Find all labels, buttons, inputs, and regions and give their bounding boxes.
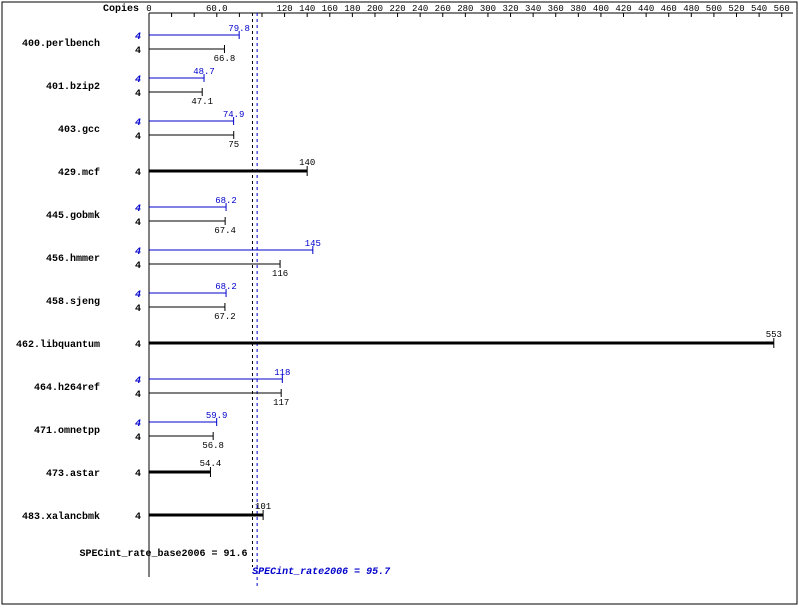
base-value: 54.4 (200, 459, 222, 469)
base-value: 117 (273, 398, 289, 408)
benchmark-name: 403.gcc (58, 125, 100, 136)
x-tick-label: 60.0 (206, 4, 228, 14)
x-tick-label: 520 (728, 4, 744, 14)
x-tick-label: 280 (457, 4, 473, 14)
benchmark-name: 464.h264ref (34, 382, 100, 394)
copies-base: 4 (135, 433, 141, 444)
copies-peak: 4 (135, 247, 141, 258)
chart-frame (2, 2, 797, 604)
copies-base: 4 (135, 168, 141, 179)
base-value: 140 (299, 158, 315, 168)
x-tick-label: 500 (706, 4, 722, 14)
copies-peak: 4 (135, 290, 141, 301)
peak-value: 118 (274, 368, 290, 378)
copies-base: 4 (135, 469, 141, 480)
x-tick-label: 200 (367, 4, 383, 14)
base-value: 553 (766, 330, 782, 340)
x-tick-label: 400 (593, 4, 609, 14)
copies-peak: 4 (135, 419, 141, 430)
x-tick-label: 320 (502, 4, 518, 14)
copies-base: 4 (135, 390, 141, 401)
base-value: 101 (255, 502, 271, 512)
x-tick-label: 380 (570, 4, 586, 14)
spec-chart: 0 60.0 120 140 160 180 200 220 240 260 280 300 320 34… (0, 0, 799, 606)
x-tick-label: 240 (412, 4, 428, 14)
peak-value: 145 (305, 239, 321, 249)
copies-base: 4 (135, 89, 141, 100)
x-tick-label: 540 (751, 4, 767, 14)
benchmark-name: 471.omnetpp (34, 426, 100, 437)
base-value: 66.8 (214, 54, 236, 64)
copies-base: 4 (135, 218, 141, 229)
x-tick-label: 480 (683, 4, 699, 14)
chart-svg: 0 60.0 120 140 160 180 200 220 240 260 280 300 320 34… (0, 0, 799, 606)
peak-value: 59.9 (206, 411, 228, 421)
benchmark-name: 458.sjeng (46, 296, 100, 308)
benchmark-name: 400.perlbench (22, 38, 100, 50)
copies-base: 4 (135, 132, 141, 143)
copies-base: 4 (135, 46, 141, 57)
x-tick-label: 420 (615, 4, 631, 14)
peak-value: 79.8 (228, 24, 250, 34)
x-tick-label: 0 (146, 4, 151, 14)
base-value: 75 (228, 140, 239, 150)
copies-base: 4 (135, 512, 141, 523)
benchmark-name: 401.bzip2 (46, 81, 100, 93)
copies-peak: 4 (135, 204, 141, 215)
benchmark-name: 456.hmmer (46, 253, 100, 265)
peak-value: 68.2 (215, 196, 237, 206)
copies-peak: 4 (135, 118, 141, 129)
benchmark-name: 473.astar (46, 469, 100, 480)
x-tick-label: 180 (344, 4, 360, 14)
peak-summary: SPECint_rate2006 = 95.7 (252, 566, 391, 578)
x-tick-label: 360 (548, 4, 564, 14)
base-value: 67.2 (214, 312, 236, 322)
copies-base: 4 (135, 340, 141, 351)
benchmark-name: 483.xalancbmk (22, 511, 100, 523)
copies-base: 4 (135, 304, 141, 315)
x-tick-label: 220 (389, 4, 405, 14)
x-tick-label: 440 (638, 4, 654, 14)
copies-peak: 4 (135, 376, 141, 387)
x-tick-label: 160 (322, 4, 338, 14)
peak-value: 68.2 (215, 282, 237, 292)
x-tick-label: 140 (299, 4, 315, 14)
base-value: 67.4 (214, 226, 236, 236)
copies-header: Copies (103, 3, 139, 15)
x-tick-label: 560 (774, 4, 790, 14)
x-tick-label: 460 (661, 4, 677, 14)
base-summary: SPECint_rate_base2006 = 91.6 (79, 548, 247, 560)
benchmark-name: 445.gobmk (46, 210, 100, 222)
peak-value: 74.9 (223, 110, 245, 120)
x-tick-label: 340 (525, 4, 541, 14)
base-value: 116 (272, 269, 288, 279)
x-tick-label: 300 (480, 4, 496, 14)
copies-peak: 4 (135, 32, 141, 43)
peak-value: 48.7 (193, 67, 215, 77)
base-value: 56.8 (202, 441, 224, 451)
base-value: 47.1 (191, 97, 213, 107)
x-tick-label: 120 (276, 4, 292, 14)
copies-base: 4 (135, 261, 141, 272)
x-tick-label: 260 (435, 4, 451, 14)
benchmark-name: 462.libquantum (16, 339, 100, 351)
benchmark-name: 429.mcf (58, 167, 100, 179)
copies-peak: 4 (135, 75, 141, 86)
